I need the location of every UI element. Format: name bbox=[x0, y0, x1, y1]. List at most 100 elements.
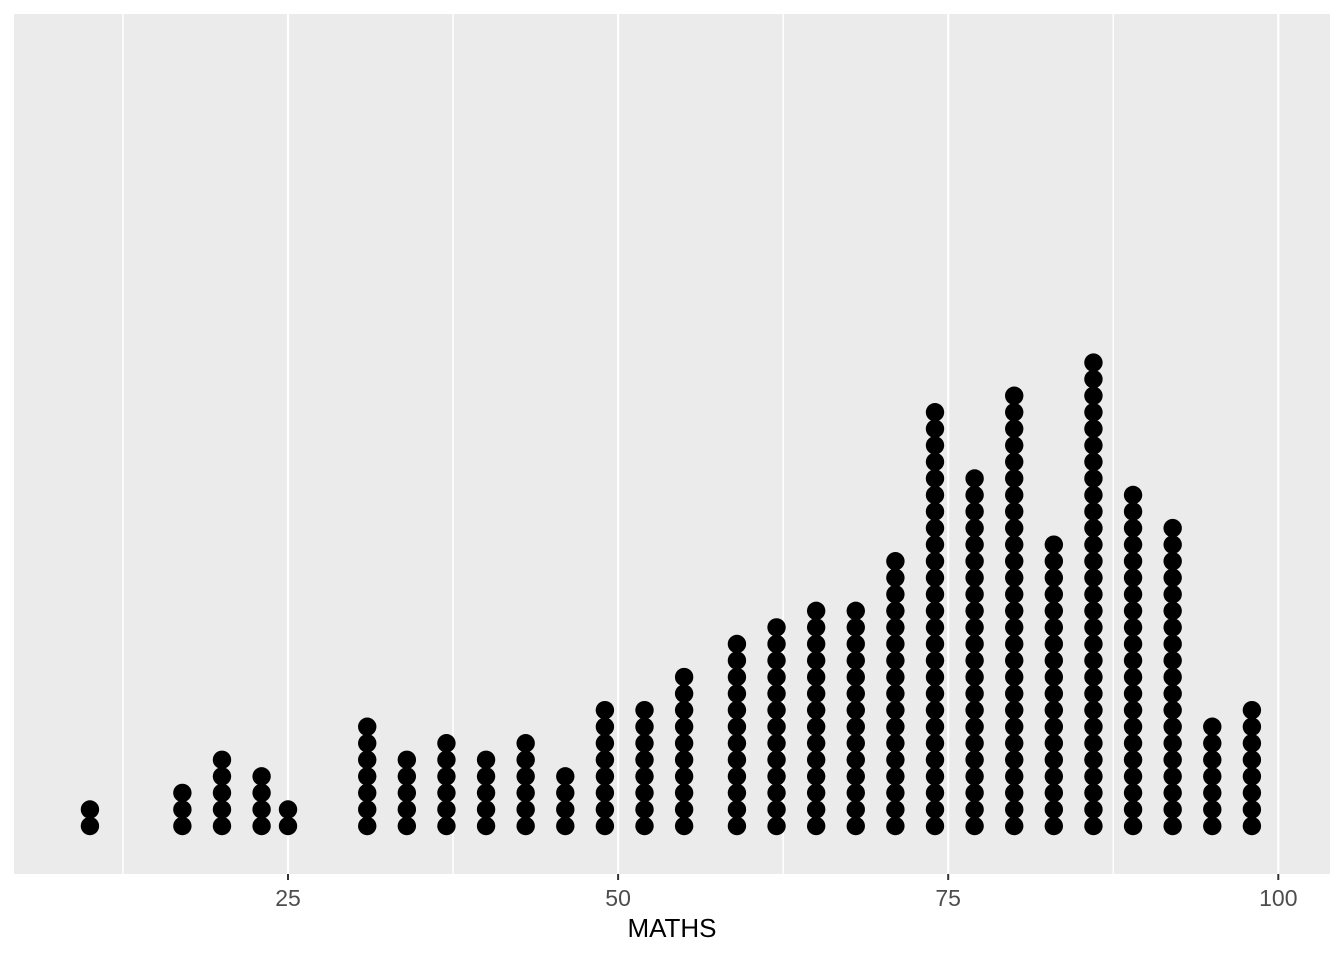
dot bbox=[212, 767, 232, 786]
dot bbox=[1123, 734, 1143, 753]
dot bbox=[595, 783, 615, 803]
dot bbox=[886, 651, 905, 670]
dot bbox=[1084, 700, 1103, 720]
dot bbox=[1242, 717, 1262, 736]
dot bbox=[965, 601, 984, 621]
dot bbox=[925, 734, 945, 753]
dot bbox=[767, 717, 786, 736]
x-axis-title: MATHS bbox=[627, 913, 717, 943]
dot bbox=[1203, 717, 1222, 736]
dot bbox=[1005, 601, 1024, 621]
x-tick-label: 100 bbox=[1259, 885, 1298, 911]
dot bbox=[925, 535, 945, 554]
dot bbox=[727, 634, 747, 654]
dot bbox=[674, 767, 694, 786]
dot bbox=[965, 667, 984, 687]
dot bbox=[1044, 717, 1064, 736]
dot bbox=[886, 585, 905, 604]
dot bbox=[516, 734, 535, 753]
dot bbox=[1163, 750, 1182, 769]
dot bbox=[635, 750, 654, 769]
dot bbox=[965, 816, 984, 836]
dot bbox=[437, 800, 456, 819]
dot bbox=[476, 816, 496, 836]
dot bbox=[516, 816, 535, 836]
dot bbox=[1123, 535, 1143, 554]
dot bbox=[965, 734, 984, 753]
x-tick-label: 25 bbox=[275, 885, 301, 911]
dot bbox=[1084, 618, 1103, 637]
dot bbox=[595, 800, 615, 819]
dot bbox=[846, 816, 865, 836]
dot bbox=[1044, 552, 1064, 571]
dot bbox=[1044, 700, 1064, 720]
dot bbox=[516, 767, 535, 786]
dot bbox=[635, 767, 654, 786]
dot bbox=[727, 783, 747, 803]
dot bbox=[886, 717, 905, 736]
dot bbox=[516, 800, 535, 819]
dot bbox=[1005, 684, 1024, 703]
x-tick-label: 75 bbox=[935, 885, 961, 911]
dot bbox=[965, 568, 984, 587]
dot bbox=[925, 717, 945, 736]
dot bbox=[1005, 717, 1024, 736]
dot bbox=[1203, 816, 1222, 836]
dot bbox=[965, 485, 984, 505]
dot bbox=[846, 667, 865, 687]
dot bbox=[1005, 552, 1024, 571]
dot bbox=[886, 634, 905, 654]
dot bbox=[767, 750, 786, 769]
dot bbox=[674, 783, 694, 803]
dot bbox=[437, 734, 456, 753]
dot bbox=[1163, 618, 1182, 637]
dot bbox=[476, 750, 496, 769]
dot bbox=[1123, 601, 1143, 621]
dot bbox=[1005, 518, 1024, 538]
dot bbox=[846, 717, 865, 736]
dot bbox=[1163, 767, 1182, 786]
plot-panel bbox=[14, 14, 1330, 874]
dot bbox=[806, 717, 826, 736]
dot bbox=[925, 684, 945, 703]
dot bbox=[1084, 585, 1103, 604]
dot bbox=[1084, 601, 1103, 621]
dot bbox=[1084, 485, 1103, 505]
dot bbox=[635, 734, 654, 753]
dot bbox=[595, 700, 615, 720]
dot bbox=[925, 750, 945, 769]
dot bbox=[925, 469, 945, 488]
dot bbox=[925, 618, 945, 637]
dot bbox=[476, 783, 496, 803]
dot bbox=[1084, 535, 1103, 554]
dot bbox=[1123, 568, 1143, 587]
dot bbox=[1242, 767, 1262, 786]
dot bbox=[358, 783, 377, 803]
dot bbox=[1163, 518, 1182, 538]
dot bbox=[674, 750, 694, 769]
dot bbox=[1084, 568, 1103, 587]
dot bbox=[1005, 816, 1024, 836]
dot bbox=[1044, 684, 1064, 703]
dot bbox=[397, 750, 417, 769]
dot bbox=[212, 750, 232, 769]
dot bbox=[1044, 601, 1064, 621]
dot bbox=[886, 700, 905, 720]
dot bbox=[1123, 783, 1143, 803]
dot bbox=[965, 700, 984, 720]
dot bbox=[358, 816, 377, 836]
dot bbox=[886, 800, 905, 819]
dot bbox=[806, 750, 826, 769]
dot bbox=[925, 767, 945, 786]
dot bbox=[1242, 700, 1262, 720]
dot bbox=[1163, 667, 1182, 687]
dot bbox=[1242, 800, 1262, 819]
dot bbox=[1084, 469, 1103, 488]
dot bbox=[925, 436, 945, 455]
dot bbox=[925, 502, 945, 521]
dot bbox=[925, 568, 945, 587]
dot bbox=[965, 684, 984, 703]
dot bbox=[397, 816, 417, 836]
dot bbox=[212, 816, 232, 836]
